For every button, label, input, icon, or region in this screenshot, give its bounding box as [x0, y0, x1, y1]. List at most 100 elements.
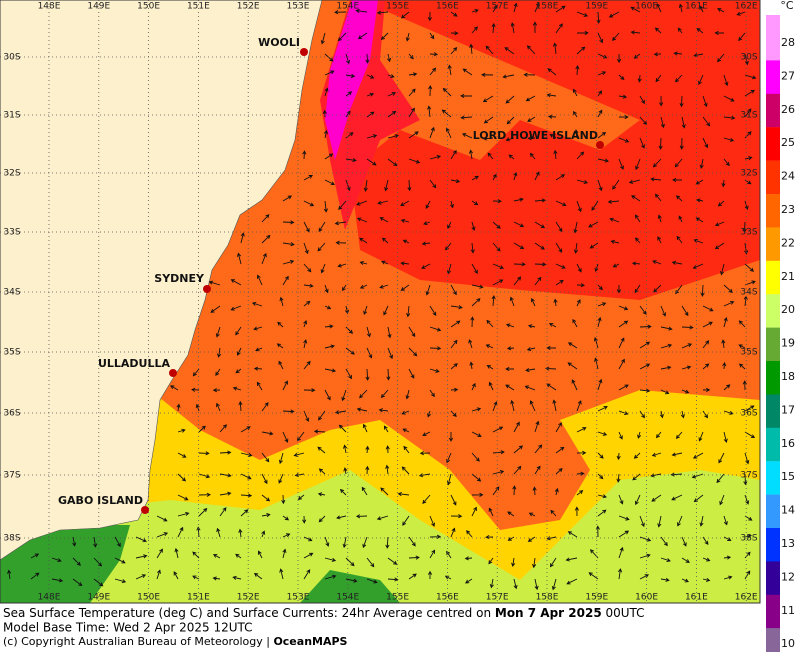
lat-label: 33S — [3, 228, 20, 238]
current-arrow — [460, 115, 473, 120]
current-arrow — [251, 301, 263, 307]
current-arrow — [492, 263, 505, 270]
current-arrow — [303, 360, 311, 370]
current-arrow — [471, 221, 476, 231]
current-arrow — [114, 557, 126, 564]
caption-line: Sea Surface Temperature (deg C) and Surf… — [3, 606, 645, 620]
current-arrow — [408, 107, 415, 118]
current-arrow — [261, 494, 271, 502]
current-arrow — [471, 263, 478, 275]
colorbar-label: 21 — [781, 270, 795, 283]
current-arrow — [721, 179, 726, 188]
current-arrow — [296, 431, 305, 442]
current-arrow — [618, 305, 629, 311]
current-arrow — [468, 339, 473, 349]
current-arrow — [633, 452, 641, 459]
lon-label: 155E — [386, 593, 409, 603]
current-arrow — [408, 536, 416, 547]
colorbar-swatch — [766, 27, 780, 61]
current-arrow — [366, 557, 375, 568]
current-arrow — [597, 90, 603, 97]
current-arrow — [597, 509, 607, 517]
current-arrow — [492, 199, 502, 204]
current-arrow — [450, 514, 463, 519]
current-arrow — [215, 326, 221, 338]
colorbar-unit: °C — [780, 0, 794, 12]
current-arrow — [618, 384, 629, 391]
current-arrow — [714, 221, 725, 227]
current-arrow — [303, 263, 312, 273]
current-arrow — [722, 361, 727, 370]
current-arrow — [216, 402, 221, 412]
current-arrow — [345, 347, 355, 355]
current-arrow — [462, 68, 473, 76]
current-arrow — [596, 11, 601, 24]
current-arrow — [555, 174, 566, 181]
current-arrow — [282, 431, 289, 443]
current-arrow — [506, 116, 515, 125]
current-arrow — [462, 133, 473, 139]
current-arrow — [303, 200, 315, 207]
current-arrow — [676, 235, 683, 244]
lon-label: 161E — [685, 593, 708, 603]
lon-label: 158E — [536, 2, 559, 12]
current-arrow — [429, 67, 437, 76]
current-arrow — [216, 527, 221, 538]
current-arrow — [660, 116, 665, 129]
current-arrow — [678, 215, 683, 223]
current-arrow — [681, 116, 686, 129]
current-arrow — [192, 368, 200, 377]
current-arrow — [422, 494, 431, 505]
current-arrow — [634, 494, 641, 506]
current-arrow — [678, 3, 683, 13]
current-arrow — [534, 221, 546, 229]
current-arrow — [212, 554, 221, 559]
current-arrow — [344, 305, 350, 315]
current-arrow — [361, 486, 368, 496]
current-arrow — [566, 578, 578, 585]
current-arrow — [324, 574, 337, 580]
current-arrow — [576, 30, 589, 36]
current-arrow — [532, 21, 538, 34]
current-arrow — [607, 199, 620, 204]
current-arrow — [359, 260, 368, 265]
current-arrow — [177, 526, 184, 538]
current-arrow — [72, 536, 77, 547]
current-arrow — [363, 179, 368, 192]
current-arrow — [450, 320, 461, 328]
current-arrow — [313, 429, 326, 434]
current-arrow — [527, 116, 536, 122]
lat-label: 37S — [3, 471, 20, 481]
current-arrow — [492, 173, 497, 181]
current-arrow — [545, 366, 557, 371]
current-arrow — [567, 342, 578, 349]
current-arrow — [261, 513, 271, 518]
current-arrow — [379, 217, 389, 223]
current-arrow — [408, 573, 417, 580]
current-arrow — [317, 492, 326, 497]
current-arrow — [589, 242, 599, 249]
colorbar-swatch — [766, 127, 780, 161]
current-arrow — [673, 51, 683, 56]
current-arrow — [655, 74, 662, 83]
current-arrow — [324, 324, 334, 329]
current-arrow — [513, 197, 524, 202]
current-arrow — [681, 343, 693, 349]
current-arrow — [576, 400, 582, 412]
colorbar-swatch — [766, 294, 780, 328]
current-arrow — [320, 263, 326, 274]
current-arrow — [212, 388, 221, 393]
current-arrow — [744, 263, 755, 272]
current-arrow — [419, 451, 431, 456]
current-arrow — [679, 95, 684, 108]
current-arrow — [322, 109, 327, 118]
current-arrow — [744, 494, 750, 505]
current-arrow — [276, 343, 284, 349]
current-arrow — [366, 326, 371, 338]
current-arrow — [597, 473, 604, 480]
current-arrow — [429, 32, 435, 40]
current-arrow — [744, 200, 749, 211]
colorbar-swatch — [766, 561, 780, 595]
colorbar-label: 22 — [781, 236, 795, 249]
current-arrow — [546, 93, 557, 98]
